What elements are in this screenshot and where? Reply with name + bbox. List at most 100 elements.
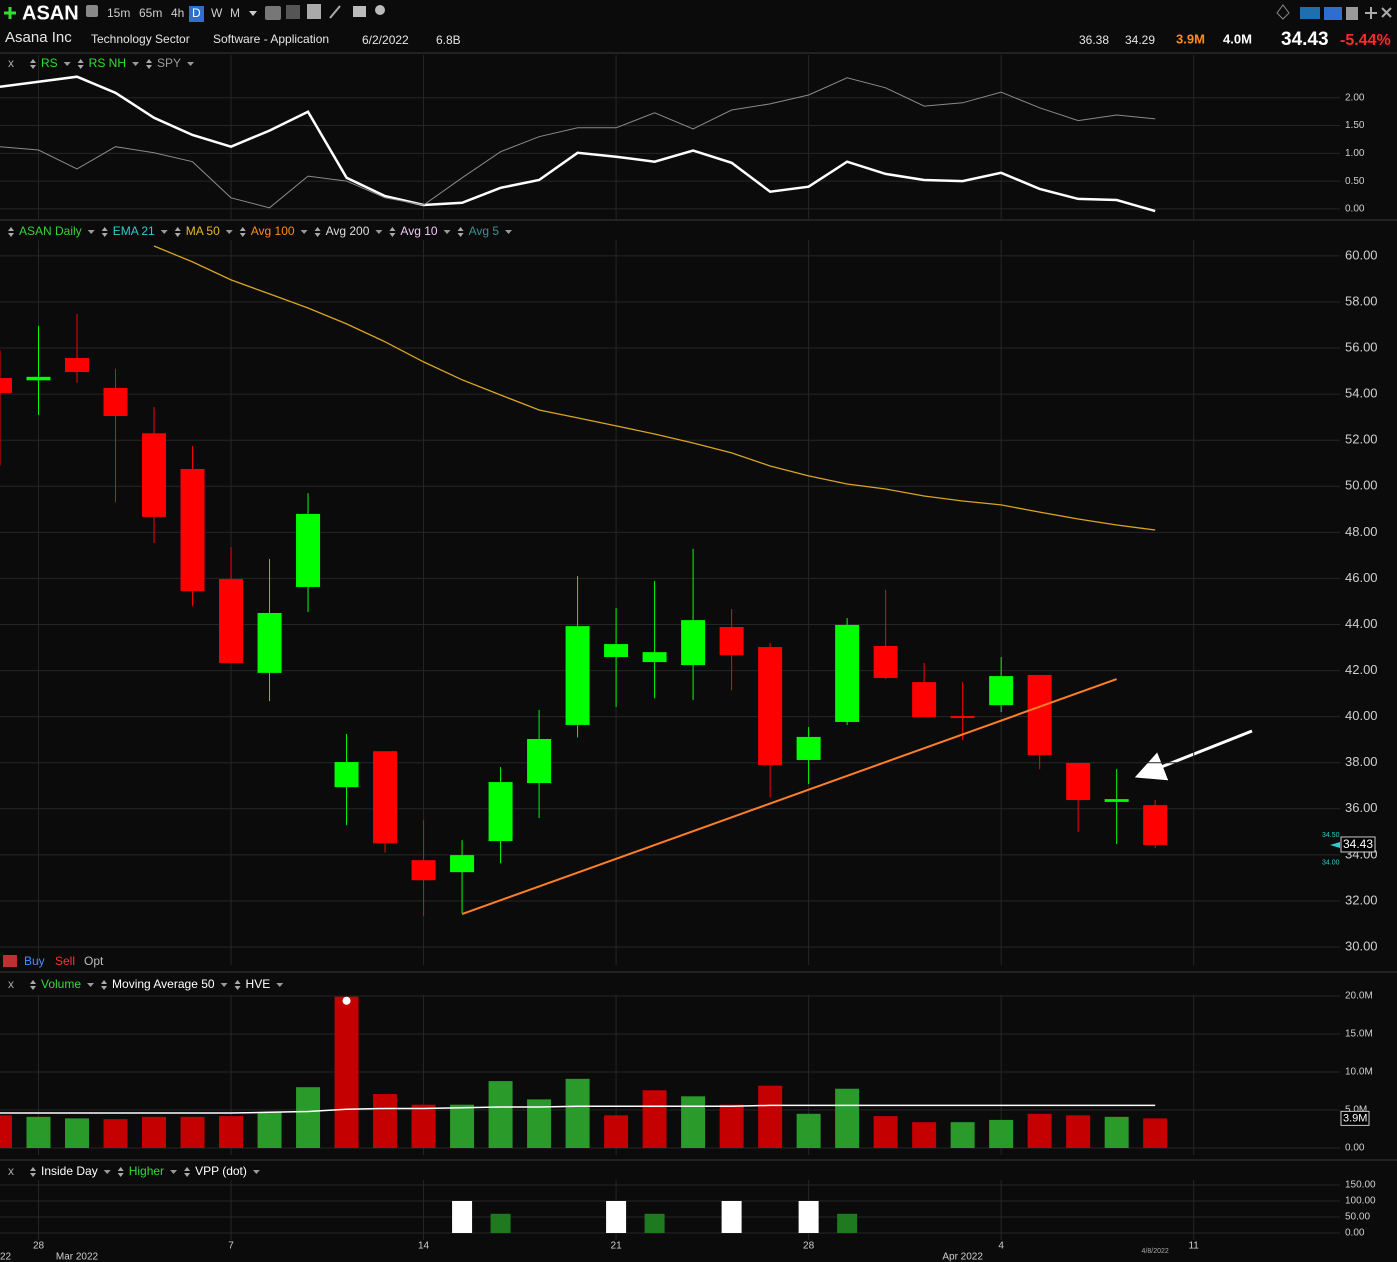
legend-entry[interactable]: Avg 10 [400, 224, 437, 238]
candle-body [488, 782, 513, 842]
icon[interactable] [1324, 7, 1342, 20]
interval[interactable]: 4h [171, 6, 184, 20]
buy[interactable]: Buy [24, 954, 45, 968]
bar [642, 1090, 667, 1149]
y-tick-label: 150.00 [1345, 1180, 1376, 1191]
bar [257, 1112, 282, 1149]
legend-dropdown [132, 62, 140, 66]
bar [296, 1087, 321, 1149]
interval[interactable]: 15m [107, 6, 130, 20]
dropdown[interactable] [249, 11, 257, 16]
icon[interactable] [1276, 4, 1290, 20]
close-icon[interactable] [1381, 7, 1392, 18]
candle-body [180, 468, 205, 592]
candle-body [873, 645, 898, 678]
y-tick-label: 48.00 [1345, 524, 1378, 539]
bar [1066, 1115, 1091, 1149]
icon[interactable] [86, 5, 98, 17]
candle-body [103, 387, 128, 417]
bar [103, 1119, 128, 1149]
last-price-label: 34.43 [1343, 837, 1373, 851]
legend-entry[interactable]: EMA 21 [113, 224, 155, 238]
legend-entry[interactable]: Moving Average 50 [112, 977, 215, 991]
legend-dropdown [375, 230, 383, 234]
toolbar: ASAN 15m 65m 4h D W M [4, 2, 1392, 24]
candle-body [142, 433, 167, 517]
bar [989, 1119, 1014, 1149]
icon[interactable] [1300, 7, 1320, 19]
legend-entry[interactable]: Volume [41, 977, 81, 991]
x-tick-sublabel: Mar 2022 [56, 1252, 99, 1262]
icon[interactable] [286, 5, 300, 19]
panel-close[interactable]: x [8, 56, 14, 70]
interval[interactable]: M [230, 6, 240, 20]
interval[interactable]: 65m [139, 6, 162, 20]
y-tick-label: 38.00 [1345, 754, 1378, 769]
y-tick-label: 1.00 [1345, 148, 1365, 159]
icon[interactable] [1365, 7, 1377, 19]
add-icon[interactable] [4, 7, 16, 19]
symbol[interactable]: ASAN [22, 2, 79, 24]
bar [796, 1113, 821, 1149]
icon[interactable] [353, 6, 366, 17]
y-tick-label: 46.00 [1345, 570, 1378, 585]
company-name: Asana Inc [5, 29, 72, 46]
legend-dropdown [443, 230, 451, 234]
order-icon[interactable] [3, 955, 17, 967]
candle-body [296, 513, 321, 587]
legend-dropdown [300, 230, 308, 234]
candle-body [950, 715, 975, 719]
bar [798, 1200, 819, 1233]
bar [758, 1085, 783, 1149]
bar [719, 1104, 744, 1149]
legend-entry[interactable]: Higher [129, 1164, 164, 1178]
legend-icon [239, 227, 246, 237]
legend-entry[interactable]: MA 50 [186, 224, 220, 238]
x-tick-label: 4 [998, 1241, 1004, 1252]
candle-body [1066, 762, 1091, 801]
y-tick-label: 0.00 [1345, 1228, 1365, 1239]
interval[interactable]: D [192, 6, 201, 20]
candle-body [719, 627, 744, 656]
y-tick-label: 52.00 [1345, 432, 1378, 447]
legend-icon [117, 1167, 124, 1177]
sell[interactable]: Sell [55, 954, 75, 968]
interval[interactable]: W [211, 6, 223, 20]
legend-entry[interactable]: Inside Day [41, 1164, 98, 1178]
y-tick-label: 10.0M [1345, 1067, 1373, 1078]
legend-entry[interactable]: RS NH [89, 56, 126, 70]
icon[interactable] [307, 4, 321, 19]
x-tick-label: 28 [33, 1241, 45, 1252]
icon[interactable] [1346, 7, 1358, 20]
legend-entry[interactable]: Avg 100 [251, 224, 295, 238]
bar [950, 1122, 975, 1149]
y-tick-label: 60.00 [1345, 247, 1378, 262]
legend-entry[interactable]: ASAN Daily [19, 224, 82, 238]
icon[interactable] [375, 5, 385, 15]
trendline [461, 678, 1118, 916]
legend-icon [234, 980, 241, 990]
legend-entry[interactable]: VPP (dot) [195, 1164, 247, 1178]
interval-selected [189, 6, 204, 22]
bar [644, 1213, 665, 1233]
order-bar: Buy Sell Opt [3, 954, 104, 968]
plots [0, 55, 1340, 1240]
legend-entry[interactable]: SPY [157, 56, 181, 70]
bar [180, 1116, 205, 1149]
legend-entry[interactable]: RS [41, 56, 58, 70]
x-tick-label: 14 [418, 1241, 430, 1252]
last-volume-label: 3.9M [1343, 1112, 1367, 1124]
y-tick-label: 0.50 [1345, 176, 1365, 187]
icon[interactable] [265, 6, 281, 20]
legend-entry[interactable]: Avg 200 [326, 224, 370, 238]
legend-entry[interactable]: Avg 5 [469, 224, 500, 238]
legend-entry[interactable]: HVE [246, 977, 271, 991]
panel-close[interactable]: x [8, 977, 14, 991]
bar [452, 1200, 473, 1233]
opt[interactable]: Opt [84, 954, 104, 968]
panel-close[interactable]: x [8, 1164, 14, 1178]
icon[interactable] [329, 5, 341, 19]
candle-body [334, 762, 359, 788]
